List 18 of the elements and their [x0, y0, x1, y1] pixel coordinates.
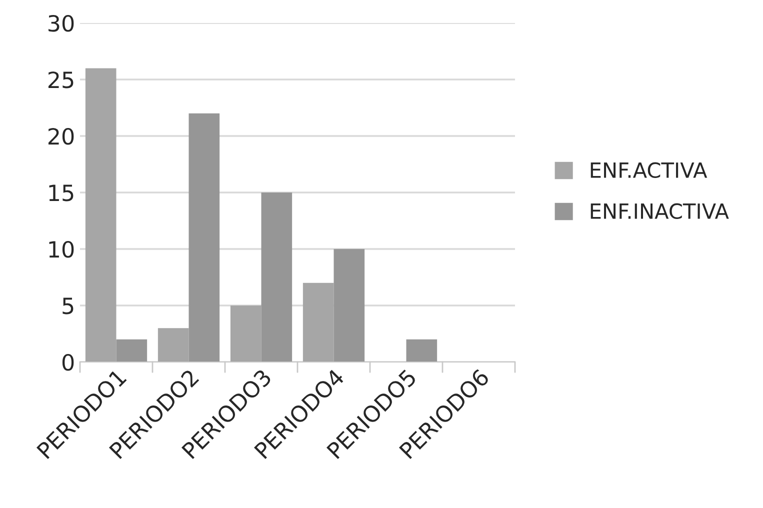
bar — [261, 192, 292, 362]
bar — [188, 113, 220, 362]
y-tick-label: 15 — [49, 184, 74, 202]
y-tick-label: 5 — [62, 298, 74, 314]
y-tick-label: 25 — [48, 71, 74, 88]
bar — [334, 249, 365, 362]
y-tick-label: 0 — [62, 354, 74, 371]
y-tick-label: 10 — [49, 240, 74, 258]
bar — [230, 306, 262, 362]
y-tick-label: 30 — [48, 14, 74, 32]
bar — [116, 339, 148, 362]
bar — [158, 328, 189, 362]
legend-label: ENF.INACTIVA — [590, 203, 729, 220]
bar — [406, 339, 438, 362]
y-tick-label: 20 — [48, 128, 74, 145]
legend-label: ENF.ACTIVA — [590, 162, 708, 178]
bar — [85, 68, 116, 362]
bar — [302, 282, 334, 362]
